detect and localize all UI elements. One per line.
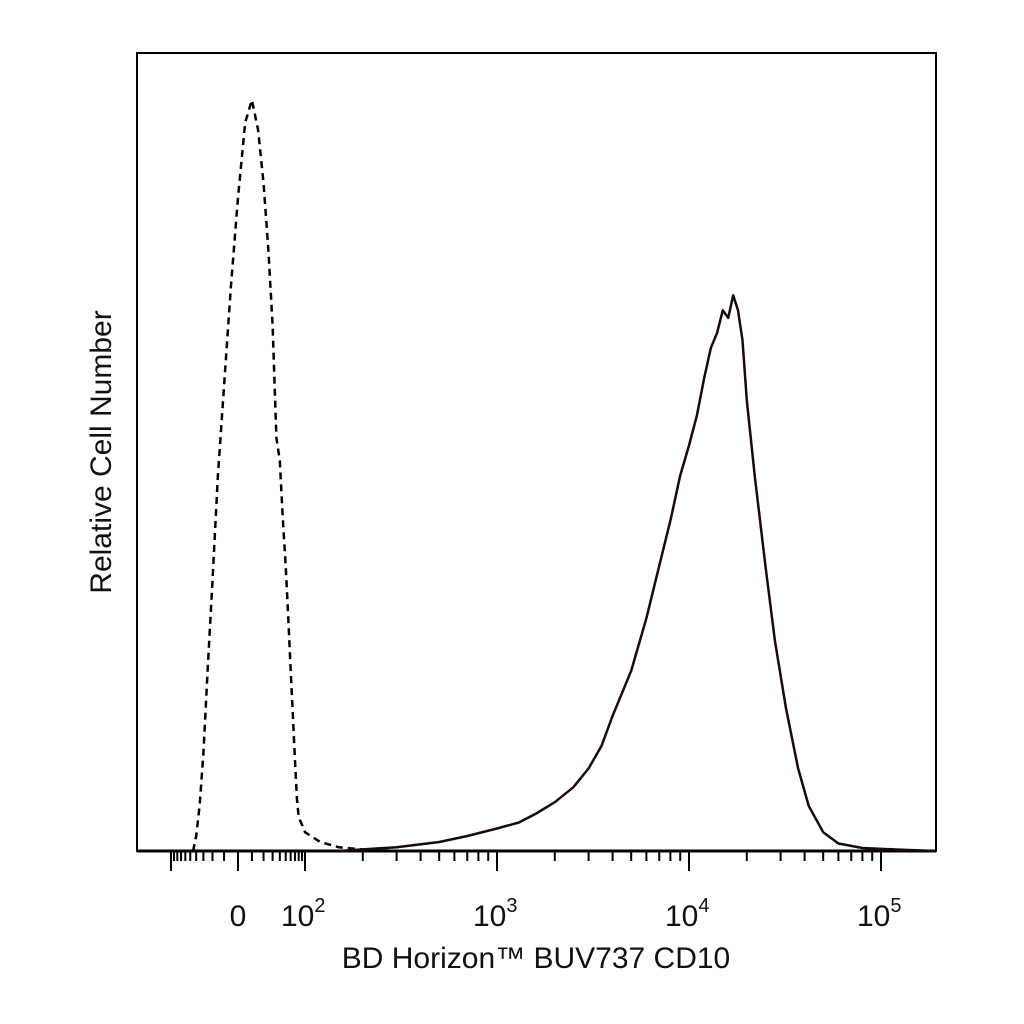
y-axis-label: Relative Cell Number xyxy=(85,310,118,593)
x-tick-label: 104 xyxy=(665,895,710,933)
x-tick-label: 105 xyxy=(857,895,902,933)
series-layer xyxy=(191,98,936,853)
x-tick-label: 0 xyxy=(230,900,247,933)
x-axis-tick-labels: 0 102 103 104 105 xyxy=(230,895,902,933)
control-histogram-line xyxy=(191,98,935,853)
x-tick-label: 103 xyxy=(473,895,518,933)
x-axis-ticks xyxy=(170,851,882,871)
x-tick-label: 102 xyxy=(281,895,326,933)
x-axis-label: BD Horizon™ BUV737 CD10 xyxy=(342,942,731,975)
plot-frame xyxy=(136,52,937,852)
stained-histogram-line xyxy=(338,294,936,853)
